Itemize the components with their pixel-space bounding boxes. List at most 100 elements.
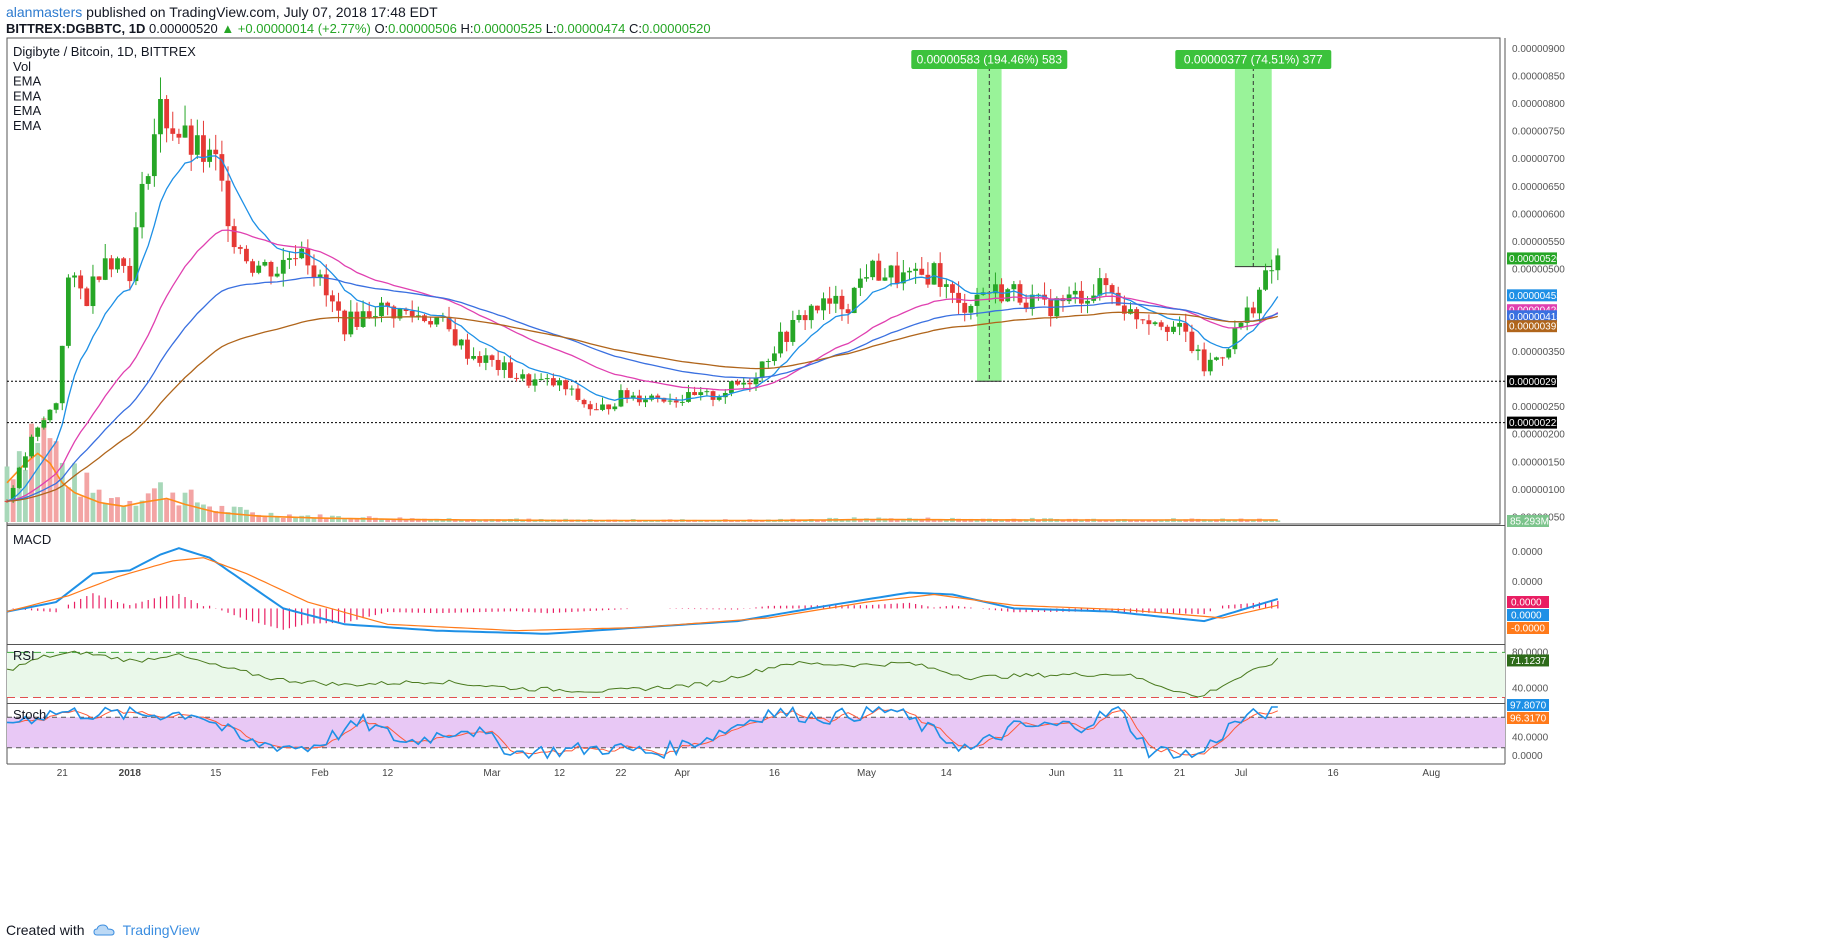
candle-body (311, 265, 317, 278)
volume-bar (1103, 520, 1109, 522)
candle-body (16, 467, 22, 488)
candle-body (1066, 294, 1072, 302)
price-tag-bg (1507, 252, 1557, 265)
candle-body (581, 399, 587, 405)
volume-bar (796, 520, 802, 522)
candle-body (176, 133, 182, 138)
rsi-tag: 71.1237 (1510, 656, 1547, 667)
candle-body (1121, 305, 1127, 314)
candle-body (575, 388, 581, 400)
time-axis-tick: 12 (554, 768, 566, 779)
candle-body (329, 295, 335, 302)
macd-signal-line (6, 557, 1278, 632)
candle-body (686, 392, 691, 402)
macd-tag-bg (1507, 609, 1549, 621)
volume-bar (164, 499, 170, 522)
volume-bar (415, 518, 421, 522)
macd-line (6, 547, 1279, 635)
close-value: 0.00000520 (641, 21, 711, 36)
candle-body (630, 395, 636, 399)
candle-body (661, 397, 667, 402)
candle-body (962, 302, 968, 313)
price-tag: 0.00000222 (1509, 418, 1562, 429)
volume-bar (937, 520, 943, 522)
candle-body (925, 274, 931, 285)
candle-body (1072, 290, 1078, 295)
volume-bar (857, 519, 863, 522)
candle-body (213, 149, 219, 155)
candle-body (1134, 309, 1140, 320)
candle-body (489, 355, 495, 360)
candle-body (710, 391, 716, 400)
macd-scale-tick: 0.0000 (1512, 577, 1543, 588)
candle-body (121, 258, 127, 266)
candle-body (673, 400, 679, 403)
volume-bar (974, 519, 980, 522)
candle-body (231, 226, 237, 248)
candle-body (587, 404, 593, 410)
candle-body (1269, 270, 1275, 272)
candle-body (796, 315, 802, 320)
volume-bar (41, 418, 47, 522)
candle-body (1220, 357, 1225, 359)
volume-tag-bg (1507, 515, 1549, 527)
candle-body (29, 436, 34, 457)
volume-bar (280, 517, 286, 522)
candle-body (882, 277, 888, 281)
chart-title: Digibyte / Bitcoin, 1D, BITTREX (13, 44, 196, 59)
tradingview-logo-text[interactable]: TradingView (122, 922, 200, 938)
author-link[interactable]: alanmasters (6, 4, 83, 20)
price-tag: 0.00000297 (1509, 377, 1562, 388)
candle-body (65, 277, 71, 346)
candle-body (692, 392, 698, 396)
pane-labels: Digibyte / Bitcoin, 1D, BITTREXVolEMAEMA… (13, 44, 196, 722)
candle-body (563, 380, 569, 390)
volume-bar (170, 492, 176, 522)
volume-bar (379, 518, 384, 522)
time-axis-tick: Feb (311, 768, 329, 779)
price-tag: 0.00000397 (1509, 322, 1562, 333)
symbol-label: BITTREX:DGBBTC, 1D (6, 21, 146, 36)
volume-bar (1109, 520, 1115, 522)
candle-body (557, 380, 562, 386)
low-value: 0.00000474 (556, 21, 626, 36)
candle-body (422, 315, 427, 322)
measurement-label-bg (911, 50, 1068, 70)
volume-bar (96, 489, 102, 522)
candle-body (317, 274, 323, 278)
time-axis-tick: Aug (1422, 768, 1440, 779)
candle-body (538, 378, 544, 380)
volume-bar (452, 519, 458, 522)
volume-bar (477, 520, 483, 522)
volume-bar (176, 505, 182, 522)
volume-bar (151, 488, 157, 522)
stoch-tag: 96.3170 (1510, 714, 1547, 725)
volume-bar (360, 517, 366, 522)
candle-body (78, 275, 84, 289)
volume-bar (207, 506, 212, 522)
candle-body (409, 311, 415, 317)
candle-body (606, 404, 612, 410)
change-value: ▲ +0.00000014 (+2.77%) (221, 21, 371, 36)
volume-bar (348, 518, 354, 522)
candle-body (1250, 307, 1256, 314)
candle-body (1103, 278, 1109, 286)
price-tag-bg (1507, 375, 1557, 388)
volume-bar (115, 497, 120, 522)
volume-bar (78, 496, 84, 522)
time-axis-tick: 14 (941, 768, 953, 779)
candle-body (108, 258, 114, 270)
volume-bar (158, 482, 163, 522)
candle-body (1140, 319, 1146, 321)
candle-body (747, 382, 753, 385)
candle-body (551, 378, 556, 386)
candle-body (655, 395, 661, 398)
volume-bar (1158, 519, 1164, 522)
candle-body (643, 399, 648, 403)
candle-body (1238, 322, 1244, 328)
candle-body (1011, 284, 1017, 290)
candle-body (857, 278, 863, 288)
candle-body (870, 260, 876, 278)
candle-body (342, 310, 348, 335)
